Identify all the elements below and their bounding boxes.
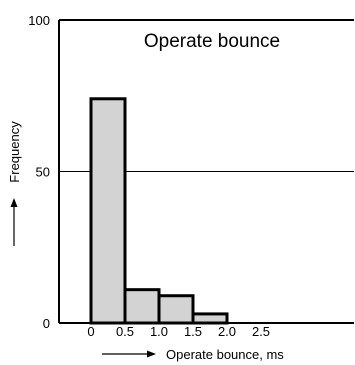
bars-group bbox=[89, 97, 229, 325]
y-tick-label: 50 bbox=[36, 165, 50, 180]
y-tick-labels: 0 50 100 bbox=[28, 13, 50, 331]
histogram-bar bbox=[123, 288, 161, 325]
x-tick-label: 0.5 bbox=[116, 324, 134, 339]
x-tick-label: 1.5 bbox=[184, 324, 202, 339]
histogram-bar bbox=[157, 294, 195, 325]
x-axis-arrow-head bbox=[147, 350, 156, 358]
x-tick-labels: 0 0.5 1.0 1.5 2.0 2.5 bbox=[87, 324, 270, 339]
chart-title: Operate bounce bbox=[144, 31, 280, 52]
y-tick-label: 100 bbox=[28, 13, 50, 28]
x-tick-label: 2.0 bbox=[218, 324, 236, 339]
histogram-bar bbox=[89, 97, 127, 325]
x-tick-label: 1.0 bbox=[150, 324, 168, 339]
x-axis-label: Operate bounce, ms bbox=[166, 347, 284, 362]
y-tick-label: 0 bbox=[43, 316, 50, 331]
y-axis-arrow-head bbox=[10, 198, 18, 207]
histogram-bar bbox=[191, 312, 229, 325]
x-tick-label: 0 bbox=[87, 324, 94, 339]
x-tick-label: 2.5 bbox=[252, 324, 270, 339]
y-axis-label: Frequency bbox=[7, 121, 22, 183]
